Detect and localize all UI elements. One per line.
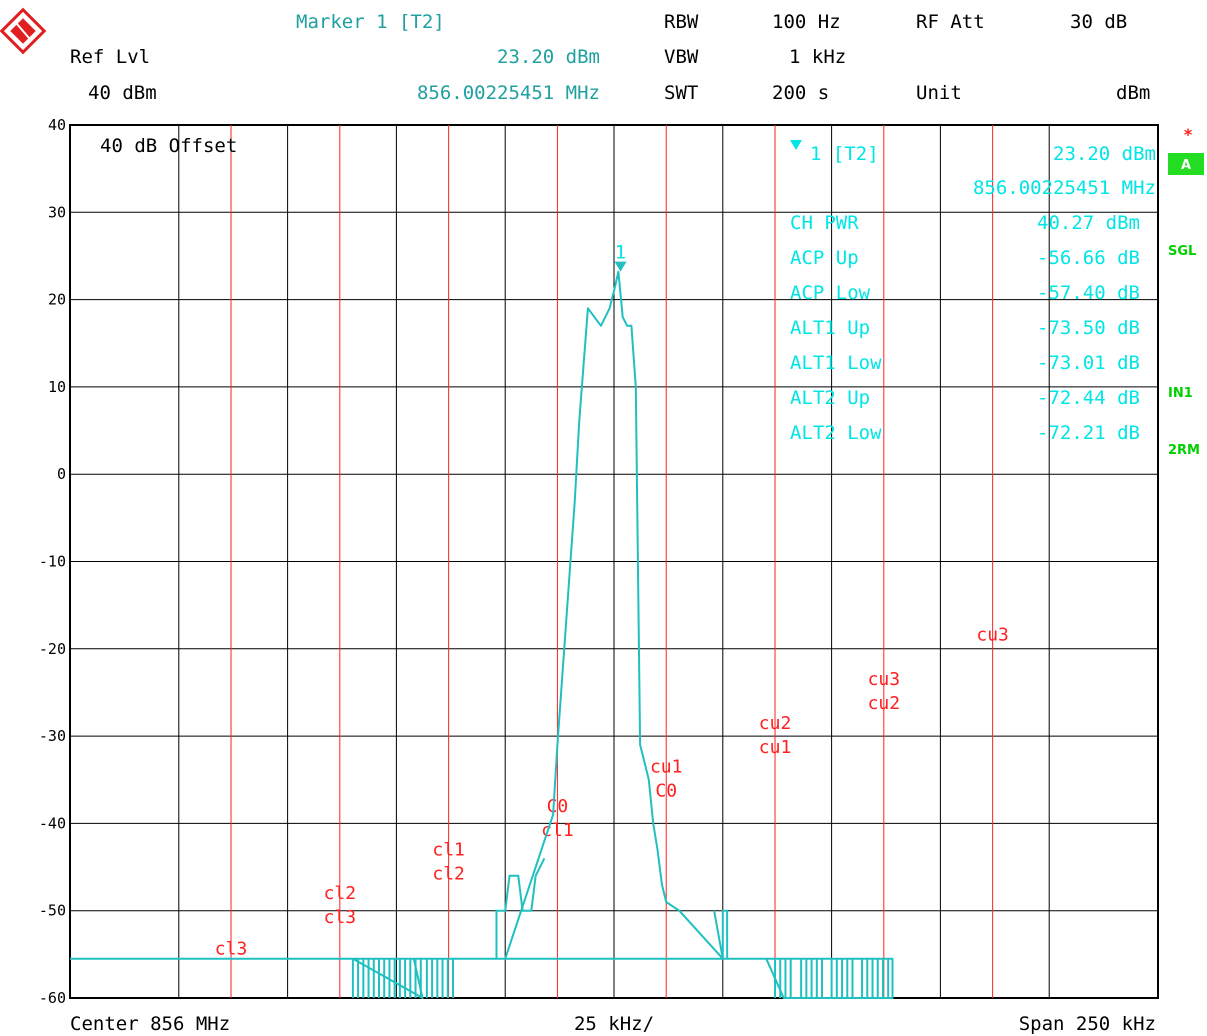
rbw-label: RBW bbox=[664, 11, 699, 33]
marker-triangle-icon bbox=[790, 140, 802, 150]
center-frequency: Center 856 MHz bbox=[70, 1013, 230, 1035]
limit-line-label: C0 bbox=[547, 796, 569, 817]
limit-line-label: cl3 bbox=[324, 907, 357, 928]
in1-indicator: IN1 bbox=[1168, 386, 1193, 401]
marker-1-icon bbox=[614, 261, 627, 272]
rf-att-value: 30 dB bbox=[1070, 11, 1127, 33]
y-tick-label: -50 bbox=[39, 902, 66, 920]
vbw-value: 1 kHz bbox=[789, 46, 846, 68]
trace-line bbox=[70, 270, 894, 999]
marker-1-label: 1 bbox=[615, 242, 626, 264]
limit-line-label: cu2 bbox=[759, 713, 792, 734]
marker-info-row-value: 40.27 dBm bbox=[1037, 212, 1140, 234]
y-tick-label: 10 bbox=[48, 378, 66, 396]
unit-value: dBm bbox=[1116, 82, 1150, 104]
limit-line-label: cl2 bbox=[324, 883, 357, 904]
rohde-schwarz-logo bbox=[0, 7, 47, 55]
trace-a-badge bbox=[1168, 153, 1204, 175]
limit-line-label: cu1 bbox=[650, 756, 683, 777]
limit-line-label: cu2 bbox=[868, 693, 901, 714]
limit-line-label: cu3 bbox=[868, 669, 901, 690]
ref-level-label: Ref Lvl bbox=[70, 46, 150, 68]
y-tick-label: -10 bbox=[39, 553, 66, 571]
marker-frequency: 856.00225451 MHz bbox=[417, 82, 600, 104]
x-division: 25 kHz/ bbox=[574, 1013, 654, 1035]
marker-info-row-label: CH PWR bbox=[790, 212, 859, 234]
marker-info-row-label: ALT1 Up bbox=[790, 317, 870, 339]
ref-level-value: 40 dBm bbox=[88, 82, 157, 104]
marker-line-value: 23.20 dBm bbox=[1053, 143, 1156, 165]
marker-info-frequency: 856.00225451 MHz bbox=[973, 177, 1156, 199]
marker-info-row-value: -56.66 dB bbox=[1037, 247, 1140, 269]
marker-info-row-label: ALT1 Low bbox=[790, 352, 882, 374]
y-axis-tick-labels: 40 30 20 10 0 -10 -20 -30 -40 -50 -60 bbox=[39, 116, 66, 1007]
rm-indicator: 2RM bbox=[1168, 443, 1200, 458]
vbw-label: VBW bbox=[664, 46, 699, 68]
unit-label: Unit bbox=[916, 82, 962, 104]
y-tick-label: -60 bbox=[39, 989, 66, 1007]
rbw-value: 100 Hz bbox=[772, 11, 841, 33]
rf-att-label: RF Att bbox=[916, 11, 985, 33]
marker-info-row-label: ALT2 Up bbox=[790, 387, 870, 409]
trace-shoulder-left bbox=[495, 857, 546, 959]
limit-line-label: cu1 bbox=[759, 737, 792, 758]
sgl-indicator: SGL bbox=[1168, 244, 1196, 259]
trace-shoulder-right bbox=[713, 909, 729, 959]
trace-a-label: A bbox=[1181, 158, 1191, 173]
y-tick-label: 0 bbox=[57, 465, 66, 483]
swt-value: 200 s bbox=[772, 82, 829, 104]
marker-info-row-value: -57.40 dB bbox=[1037, 282, 1140, 304]
swt-label: SWT bbox=[664, 82, 698, 104]
marker-1: 1 bbox=[614, 242, 627, 272]
y-tick-label: -20 bbox=[39, 640, 66, 658]
limit-line-label: cl1 bbox=[432, 839, 465, 860]
marker-level: 23.20 dBm bbox=[497, 46, 600, 68]
marker-info-row-label: ACP Up bbox=[790, 247, 859, 269]
marker-title: Marker 1 [T2] bbox=[296, 11, 445, 33]
limit-line-label: cu3 bbox=[976, 624, 1009, 645]
marker-info-row-label: ALT2 Low bbox=[790, 422, 882, 444]
marker-info-row-value: -73.50 dB bbox=[1037, 317, 1140, 339]
y-tick-label: 40 bbox=[48, 116, 66, 134]
offset-label: 40 dB Offset bbox=[100, 135, 237, 157]
limit-line-label: cl3 bbox=[215, 939, 248, 960]
trace-noise-floor bbox=[351, 857, 890, 998]
span-frequency: Span 250 kHz bbox=[1019, 1013, 1156, 1035]
marker-info-row-value: -72.44 dB bbox=[1037, 387, 1140, 409]
marker-info-panel: 1 [T2] 23.20 dBm 856.00225451 MHz CH PWR… bbox=[790, 140, 1156, 444]
y-tick-label: -30 bbox=[39, 727, 66, 745]
marker-line-label: 1 [T2] bbox=[810, 143, 879, 165]
marker-info-row-label: ACP Low bbox=[790, 282, 871, 304]
y-tick-label: 20 bbox=[48, 291, 66, 309]
y-tick-label: 30 bbox=[48, 203, 66, 221]
y-tick-label: -40 bbox=[39, 814, 66, 832]
limit-line-label: cl2 bbox=[432, 863, 465, 884]
marker-info-row-value: -73.01 dB bbox=[1037, 352, 1140, 374]
grid bbox=[70, 125, 1158, 998]
star-indicator: * bbox=[1184, 125, 1193, 144]
marker-info-row-value: -72.21 dB bbox=[1037, 422, 1140, 444]
limit-line-label: C0 bbox=[655, 780, 677, 801]
